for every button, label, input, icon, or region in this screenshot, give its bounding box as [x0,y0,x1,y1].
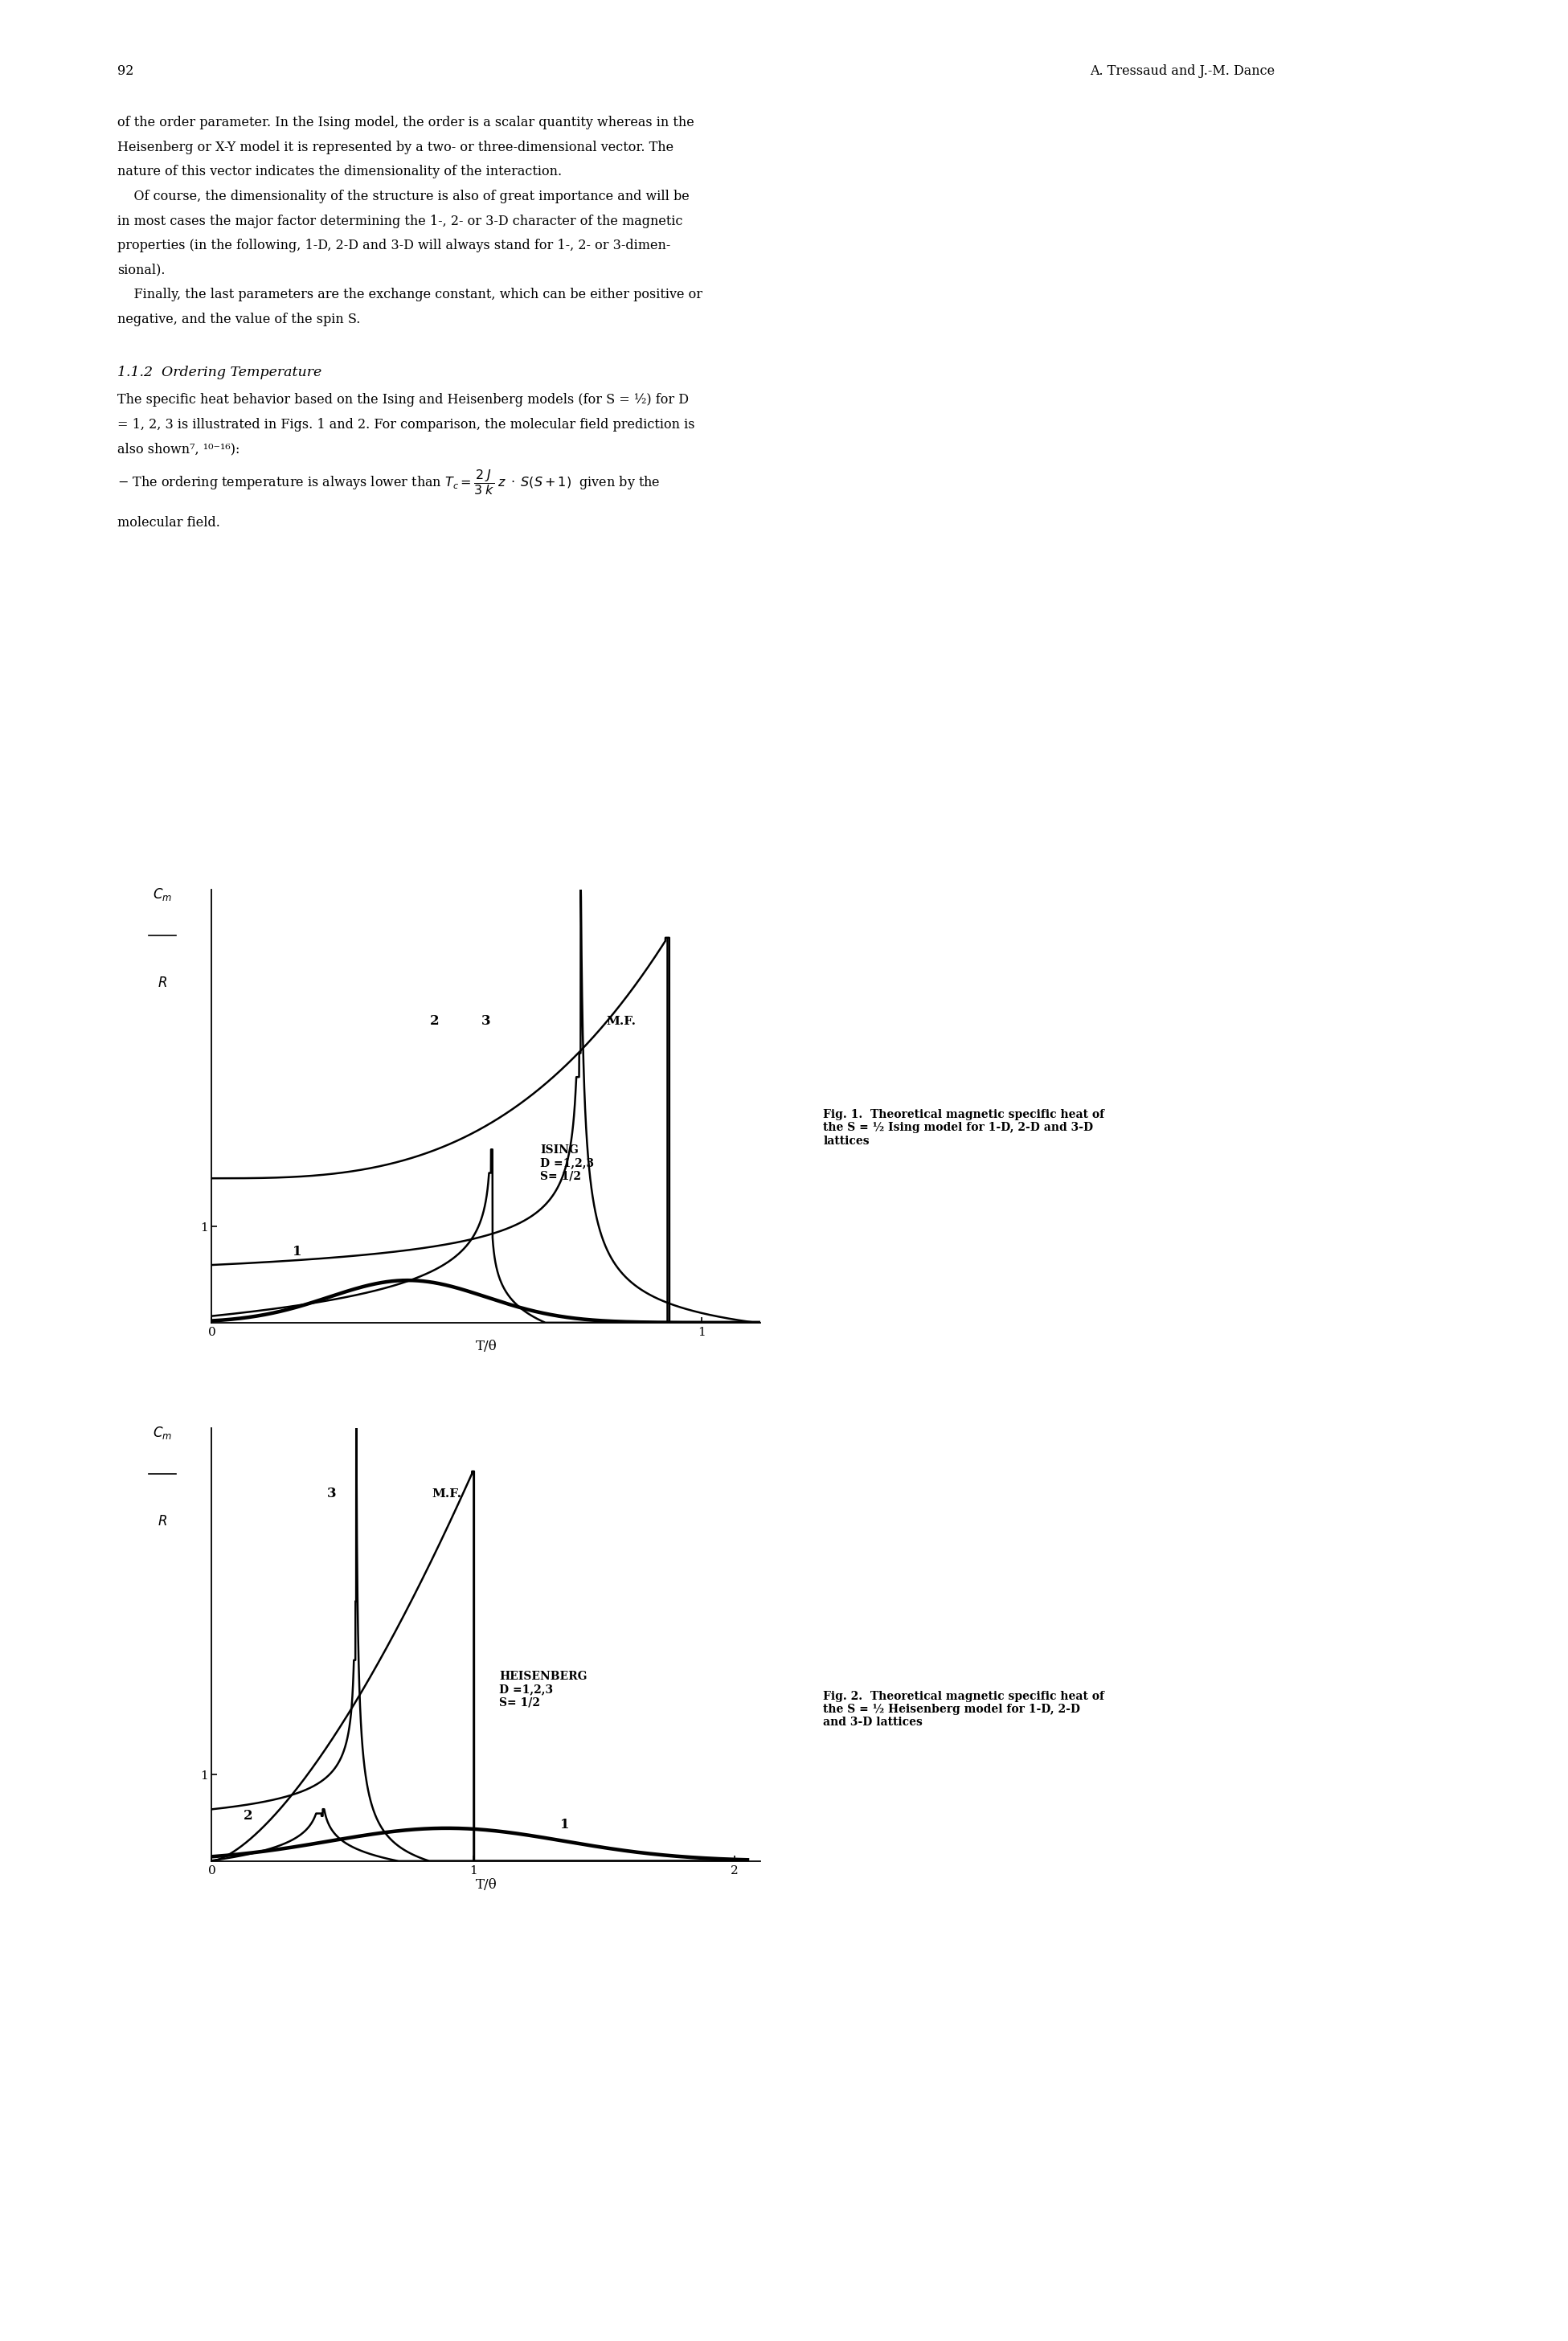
Text: Finally, the last parameters are the exchange constant, which can be either posi: Finally, the last parameters are the exc… [118,288,702,302]
Text: 1: 1 [293,1245,303,1259]
Text: properties (in the following, 1-D, 2-D and 3-D will always stand for 1-, 2- or 3: properties (in the following, 1-D, 2-D a… [118,239,671,253]
Text: $R$: $R$ [157,976,168,990]
Text: $C_m$: $C_m$ [152,887,172,904]
Text: of the order parameter. In the Ising model, the order is a scalar quantity where: of the order parameter. In the Ising mod… [118,117,695,129]
Text: 2: 2 [430,1014,439,1028]
Text: M.F.: M.F. [433,1489,461,1501]
Text: 1: 1 [560,1817,569,1831]
Text: 2: 2 [243,1810,252,1824]
Text: HEISENBERG
D =1,2,3
S= 1/2: HEISENBERG D =1,2,3 S= 1/2 [499,1671,586,1709]
Text: $R$: $R$ [157,1515,168,1529]
Text: Fig. 2.  Theoretical magnetic specific heat of
the S = ½ Heisenberg model for 1-: Fig. 2. Theoretical magnetic specific he… [823,1690,1104,1728]
Text: = 1, 2, 3 is illustrated in Figs. 1 and 2. For comparison, the molecular field p: = 1, 2, 3 is illustrated in Figs. 1 and … [118,419,695,431]
Text: Heisenberg or X-Y model it is represented by a two- or three-dimensional vector.: Heisenberg or X-Y model it is represente… [118,140,674,155]
Text: ISING
D =1,2,3
S= 1/2: ISING D =1,2,3 S= 1/2 [539,1145,594,1182]
Text: molecular field.: molecular field. [118,515,221,529]
Text: 92: 92 [118,66,133,77]
Text: Fig. 1.  Theoretical magnetic specific heat of
the S = ½ Ising model for 1-D, 2-: Fig. 1. Theoretical magnetic specific he… [823,1110,1104,1147]
Text: Of course, the dimensionality of the structure is also of great importance and w: Of course, the dimensionality of the str… [118,190,690,204]
Text: A. Tressaud and J.-M. Dance: A. Tressaud and J.-M. Dance [1090,66,1275,77]
Text: in most cases the major factor determining the 1-, 2- or 3-D character of the ma: in most cases the major factor determini… [118,215,684,227]
Text: 3: 3 [328,1487,337,1501]
Text: nature of this vector indicates the dimensionality of the interaction.: nature of this vector indicates the dime… [118,166,563,178]
X-axis label: T/θ: T/θ [475,1339,497,1353]
Text: sional).: sional). [118,265,165,276]
Text: 1.1.2  Ordering Temperature: 1.1.2 Ordering Temperature [118,365,321,379]
Text: $C_m$: $C_m$ [152,1426,172,1442]
Text: The specific heat behavior based on the Ising and Heisenberg models (for S = ½) : The specific heat behavior based on the … [118,393,688,407]
Text: negative, and the value of the spin S.: negative, and the value of the spin S. [118,314,361,325]
Text: M.F.: M.F. [605,1016,635,1028]
X-axis label: T/θ: T/θ [475,1877,497,1892]
Text: 3: 3 [481,1014,491,1028]
Text: also shown⁷, ¹⁰⁻¹⁶):: also shown⁷, ¹⁰⁻¹⁶): [118,442,240,456]
Text: $-$ The ordering temperature is always lower than $T_c = \dfrac{2\;J}{3\;k}\;z\;: $-$ The ordering temperature is always l… [118,468,660,496]
